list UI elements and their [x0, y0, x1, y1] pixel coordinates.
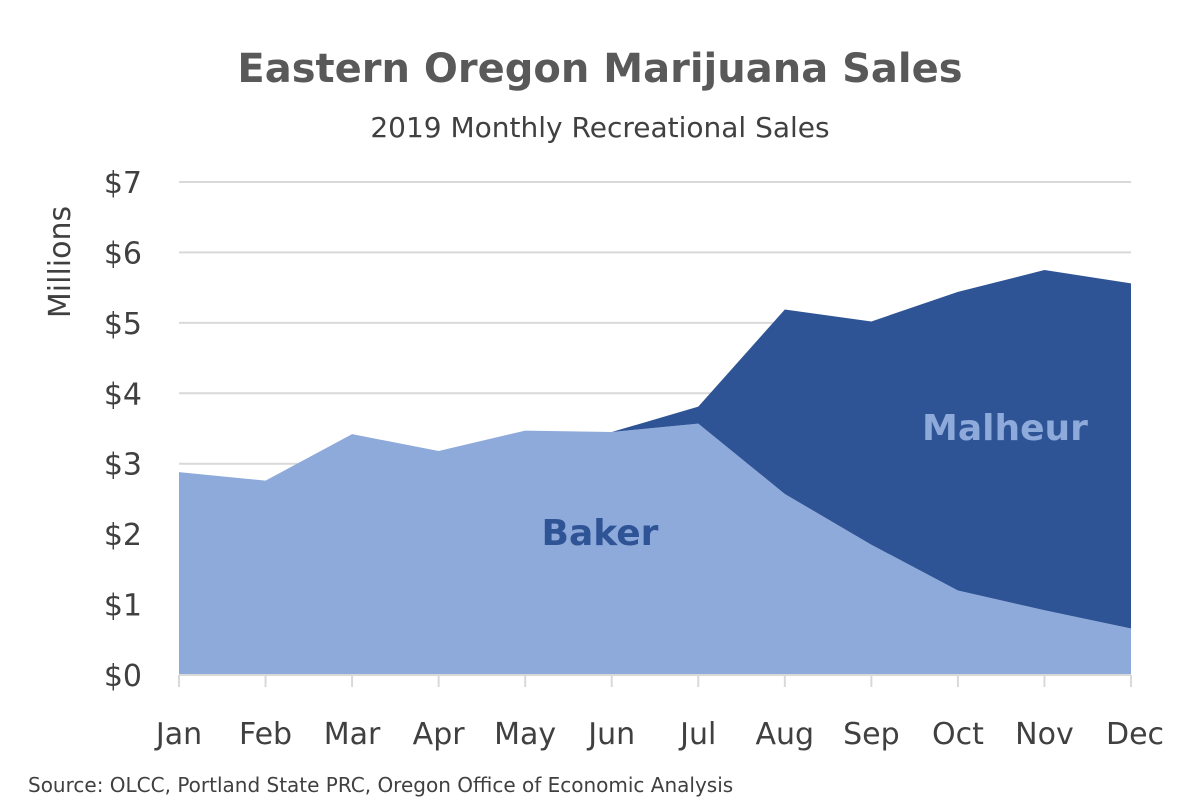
source-note: Source: OLCC, Portland State PRC, Oregon…	[28, 773, 733, 797]
x-tick-label: Aug	[756, 717, 815, 752]
x-tick-label: Sep	[843, 717, 900, 752]
x-tick-label: Jan	[154, 717, 202, 752]
x-tick-label: Dec	[1106, 717, 1164, 752]
y-tick-label: $1	[104, 589, 142, 624]
y-tick-label: $0	[104, 659, 142, 694]
y-axis-label: Millions	[43, 206, 78, 318]
area-malheur	[179, 270, 1131, 629]
y-tick-label: $3	[104, 448, 142, 483]
y-tick-label: $2	[104, 518, 142, 553]
y-tick-label: $4	[104, 377, 142, 412]
series-label-malheur: Malheur	[922, 408, 1088, 449]
x-tick-label: May	[494, 717, 556, 752]
x-tick-label: Jun	[586, 717, 635, 752]
area-baker	[179, 423, 1131, 675]
x-tick-label: Jul	[678, 717, 716, 752]
x-tick-label: Apr	[413, 717, 466, 752]
x-tick-label: Mar	[324, 717, 381, 752]
y-tick-label: $6	[104, 236, 142, 271]
y-tick-label: $5	[104, 307, 142, 342]
x-tick-label: Nov	[1015, 717, 1074, 752]
x-axis-tick-labels: Jan Feb Mar Apr May Jun Jul Aug Sep Oct Nov Dec	[154, 717, 1164, 752]
chart-subtitle: 2019 Monthly Recreational Sales	[370, 111, 829, 144]
series-label-baker: Baker	[542, 513, 659, 554]
x-axis-ticks	[178, 675, 1132, 687]
y-tick-label: $7	[104, 166, 142, 201]
y-axis-tick-labels: $0 $1 $2 $3 $4 $5 $6 $7	[104, 166, 142, 694]
series-areas	[179, 270, 1131, 675]
chart-title: Eastern Oregon Marijuana Sales	[237, 46, 962, 92]
x-tick-label: Oct	[932, 717, 984, 752]
x-tick-label: Feb	[239, 717, 292, 752]
